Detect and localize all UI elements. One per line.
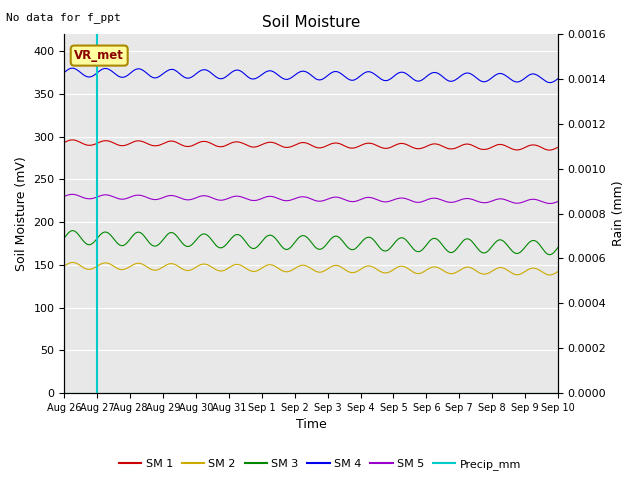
Y-axis label: Rain (mm): Rain (mm) bbox=[612, 181, 625, 246]
X-axis label: Time: Time bbox=[296, 419, 326, 432]
Text: No data for f_ppt: No data for f_ppt bbox=[6, 12, 121, 23]
Title: Soil Moisture: Soil Moisture bbox=[262, 15, 360, 30]
Y-axis label: Soil Moisture (mV): Soil Moisture (mV) bbox=[15, 156, 28, 271]
Legend: SM 1, SM 2, SM 3, SM 4, SM 5, Precip_mm: SM 1, SM 2, SM 3, SM 4, SM 5, Precip_mm bbox=[115, 455, 525, 474]
Text: VR_met: VR_met bbox=[74, 49, 124, 62]
